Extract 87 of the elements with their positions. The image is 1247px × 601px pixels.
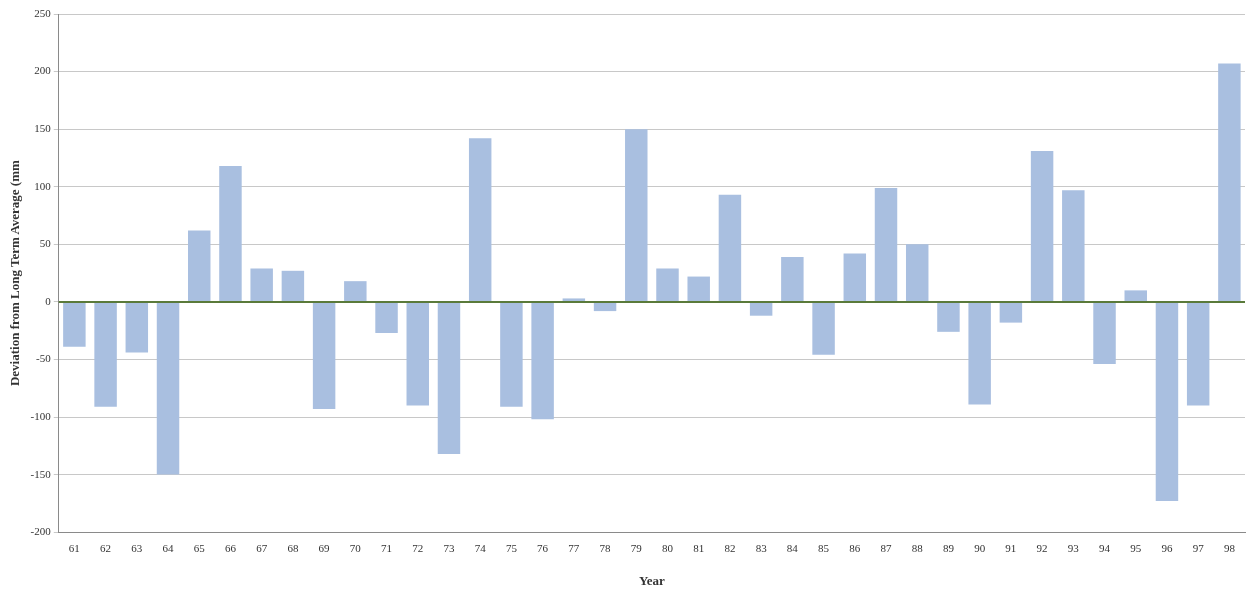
x-tick-label: 98: [1223, 541, 1236, 554]
y-tick-label: -50: [36, 352, 52, 365]
y-tick-label: -100: [30, 409, 52, 422]
bar: [250, 268, 273, 302]
bar: [63, 302, 86, 347]
x-tick-label: 70: [349, 541, 362, 554]
y-tick-label: 200: [34, 64, 52, 77]
bar: [468, 138, 492, 302]
x-tick-label: 91: [1005, 541, 1017, 554]
bar: [125, 302, 149, 353]
x-tick-label: 67: [256, 541, 268, 554]
y-tick-label: -150: [30, 467, 52, 480]
y-tick-label: 50: [39, 237, 52, 250]
bar: [874, 187, 898, 302]
bar: [625, 129, 648, 302]
x-tick-label: 71: [381, 541, 393, 554]
x-tick-label: 84: [786, 541, 799, 554]
x-tick-label: 82: [724, 541, 736, 554]
x-tick-label: 73: [443, 541, 455, 554]
bar: [344, 281, 367, 302]
y-tick-label: 0: [45, 294, 52, 307]
y-tick-label: 100: [34, 179, 52, 192]
y-tick-label: 250: [34, 6, 52, 19]
bar: [843, 253, 867, 302]
bar: [968, 302, 991, 405]
x-tick-label: 63: [131, 541, 143, 554]
x-tick-label: 93: [1067, 541, 1080, 554]
x-tick-label: 80: [661, 541, 674, 554]
x-tick-label: 69: [318, 541, 331, 554]
bar: [999, 302, 1023, 323]
x-tick-label: 87: [880, 541, 893, 554]
bar: [1218, 63, 1241, 302]
x-tick-label: 94: [1099, 541, 1111, 554]
x-tick-label: 72: [412, 541, 424, 554]
bar: [1062, 190, 1085, 302]
bar: [718, 194, 742, 302]
x-tick-label: 75: [505, 541, 518, 554]
x-tick-label: 89: [942, 541, 955, 554]
x-tick-label: 86: [849, 541, 861, 554]
bar: [1093, 302, 1116, 365]
bar: [312, 302, 336, 409]
bar: [531, 302, 554, 420]
bar: [375, 302, 398, 333]
bar: [188, 230, 211, 302]
y-tick-label: 150: [34, 122, 52, 135]
x-tick-label: 88: [911, 541, 924, 554]
x-tick-label: 64: [162, 541, 175, 554]
bar: [156, 302, 180, 475]
x-tick-label: 81: [693, 541, 705, 554]
x-tick-label: 79: [630, 541, 643, 554]
bar: [437, 302, 461, 454]
x-tick-label: 95: [1130, 541, 1142, 554]
bar: [1030, 151, 1054, 302]
bar: [500, 302, 523, 407]
x-axis-title: Year: [638, 572, 666, 588]
x-tick-label: 83: [755, 541, 768, 554]
x-tick-label: 74: [474, 541, 487, 554]
bar: [937, 302, 960, 332]
x-tick-label: 97: [1192, 541, 1205, 554]
x-tick-label: 68: [287, 541, 299, 554]
x-tick-label: 92: [1036, 541, 1048, 554]
x-tick-label: 61: [68, 541, 80, 554]
bar: [781, 256, 804, 302]
x-tick-label: 90: [974, 541, 986, 554]
bar: [1124, 290, 1147, 302]
x-tick-label: 77: [568, 541, 580, 554]
x-tick-label: 66: [224, 541, 237, 554]
y-axis-title: Deviation from Long Term Average (mm: [7, 159, 23, 387]
bar: [905, 244, 929, 302]
x-tick-label: 85: [818, 541, 830, 554]
y-tick-label: -200: [30, 525, 52, 538]
bar: [749, 302, 773, 316]
bar: [812, 302, 835, 355]
bar: [562, 298, 586, 302]
bar: [406, 302, 429, 406]
x-tick-label: 76: [537, 541, 549, 554]
bar: [1186, 302, 1210, 406]
bar: [94, 302, 117, 407]
x-tick-label: 65: [193, 541, 206, 554]
bar: [687, 276, 710, 302]
bar: [656, 268, 679, 302]
x-tick-label: 78: [599, 541, 612, 554]
bar: [281, 270, 305, 302]
x-tick-label: 62: [100, 541, 112, 554]
bar: [219, 166, 242, 302]
bar: [1155, 302, 1179, 502]
x-tick-label: 96: [1161, 541, 1173, 554]
